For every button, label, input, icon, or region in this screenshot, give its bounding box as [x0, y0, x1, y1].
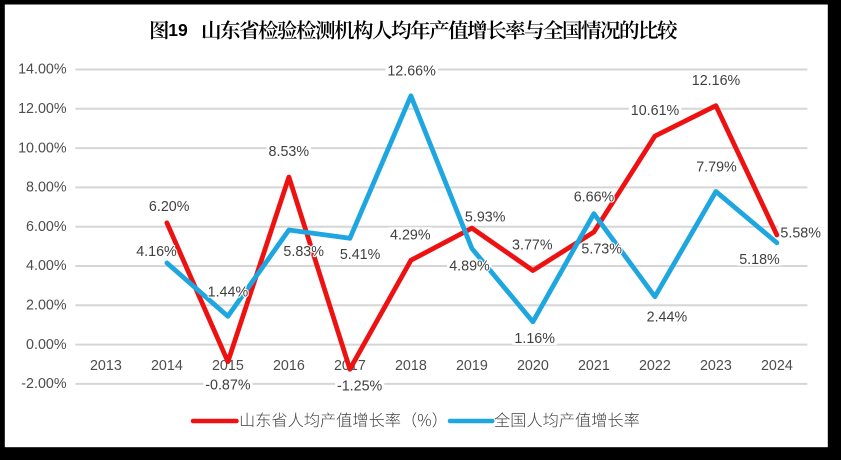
svg-text:14.00%: 14.00% — [18, 62, 67, 78]
svg-text:-1.25%: -1.25% — [337, 379, 383, 395]
svg-text:5.41%: 5.41% — [340, 247, 381, 263]
svg-text:12.16%: 12.16% — [692, 73, 741, 89]
svg-text:2021: 2021 — [578, 358, 610, 374]
svg-text:2.00%: 2.00% — [26, 298, 67, 314]
svg-text:4.00%: 4.00% — [26, 258, 67, 274]
svg-text:8.00%: 8.00% — [26, 180, 67, 196]
svg-text:3.77%: 3.77% — [512, 238, 553, 254]
svg-text:8.53%: 8.53% — [269, 144, 310, 160]
svg-text:2013: 2013 — [90, 358, 122, 374]
svg-text:2022: 2022 — [639, 358, 671, 374]
svg-text:6.20%: 6.20% — [149, 199, 190, 215]
svg-text:2015: 2015 — [212, 358, 244, 374]
svg-text:5.73%: 5.73% — [581, 242, 622, 258]
svg-text:2018: 2018 — [395, 358, 427, 374]
svg-text:0.00%: 0.00% — [26, 337, 67, 353]
svg-text:4.29%: 4.29% — [390, 227, 431, 243]
svg-text:6.00%: 6.00% — [26, 219, 67, 235]
svg-text:2024: 2024 — [761, 358, 793, 374]
svg-text:5.18%: 5.18% — [739, 252, 780, 268]
svg-text:1.44%: 1.44% — [208, 284, 249, 300]
svg-text:5.93%: 5.93% — [465, 210, 506, 226]
svg-text:-0.87%: -0.87% — [205, 377, 251, 393]
svg-text:2.44%: 2.44% — [647, 309, 688, 325]
svg-text:6.66%: 6.66% — [574, 190, 615, 206]
svg-text:2023: 2023 — [700, 358, 732, 374]
svg-text:5.58%: 5.58% — [780, 226, 821, 242]
svg-text:12.66%: 12.66% — [387, 63, 436, 79]
svg-text:10.61%: 10.61% — [631, 103, 680, 119]
svg-text:2019: 2019 — [456, 358, 488, 374]
svg-text:4.89%: 4.89% — [449, 259, 490, 275]
svg-text:19: 19 — [168, 20, 188, 40]
svg-text:7.79%: 7.79% — [696, 160, 737, 176]
svg-text:5.83%: 5.83% — [283, 244, 324, 260]
svg-text:12.00%: 12.00% — [18, 101, 67, 117]
svg-text:1.16%: 1.16% — [514, 331, 555, 347]
svg-text:10.00%: 10.00% — [18, 140, 67, 156]
svg-text:-2.00%: -2.00% — [21, 376, 67, 392]
svg-text:2014: 2014 — [151, 358, 183, 374]
svg-text:2016: 2016 — [273, 358, 305, 374]
svg-text:4.16%: 4.16% — [136, 244, 177, 260]
svg-text:2020: 2020 — [517, 358, 549, 374]
